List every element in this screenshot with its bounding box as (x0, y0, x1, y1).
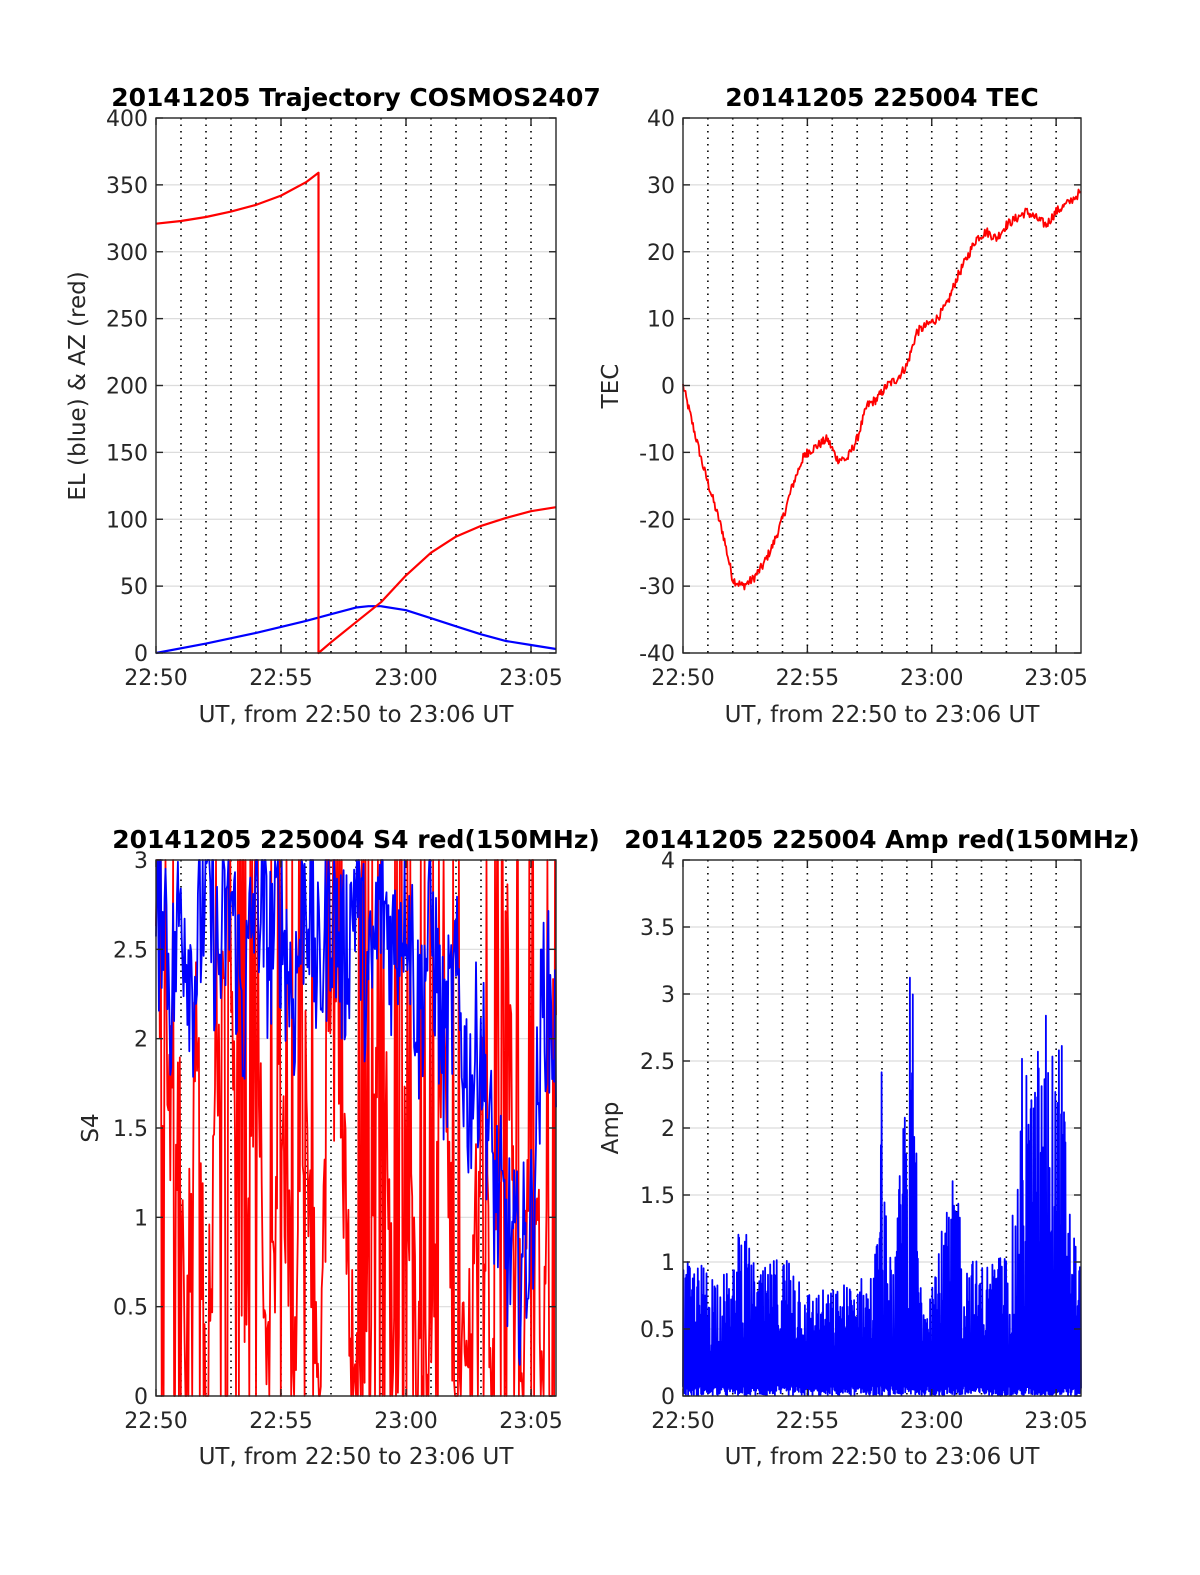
trajectory-xlabel: UT, from 22:50 to 23:06 UT (199, 702, 515, 728)
s4-ytick-label: 2.5 (113, 938, 148, 963)
trajectory-xtick-label: 23:00 (374, 666, 437, 691)
amp-ytick-label: 3.5 (640, 916, 675, 941)
amp-ylabel: Amp (598, 1102, 624, 1155)
tec-ytick-label: -30 (639, 575, 675, 600)
trajectory-series-2-line (155, 171, 557, 655)
s4-ytick-label: 1.5 (113, 1117, 148, 1142)
tec-xtick-label: 22:55 (776, 666, 839, 691)
amp-ytick-label: 1 (661, 1251, 675, 1276)
tec-ylabel: TEC (598, 364, 624, 410)
amp-xtick-label: 23:00 (900, 1409, 963, 1434)
amp-ytick-label: 0 (661, 1385, 675, 1410)
tec-xtick-label: 23:05 (1024, 666, 1087, 691)
trajectory-ytick-label: 50 (120, 575, 148, 600)
s4-xtick-label: 23:00 (374, 1409, 437, 1434)
s4-title: 20141205 225004 S4 red(150MHz) (112, 825, 600, 854)
tec-ytick-label: 0 (661, 375, 675, 400)
trajectory-series-1-line (155, 605, 557, 655)
tec-xlabel: UT, from 22:50 to 23:06 UT (725, 702, 1041, 728)
tec-ytick-label: -40 (639, 642, 675, 667)
trajectory-ytick-label: 0 (134, 642, 148, 667)
trajectory-ytick-label: 250 (106, 308, 148, 333)
amp-ytick-label: 3 (661, 983, 675, 1008)
trajectory-title: 20141205 Trajectory COSMOS2407 (111, 83, 601, 112)
amp-ytick-label: 0.5 (640, 1318, 675, 1343)
amp-title: 20141205 225004 Amp red(150MHz) (624, 825, 1140, 854)
s4-ytick-label: 3 (134, 849, 148, 874)
amp-ytick-label: 2.5 (640, 1050, 675, 1075)
amp-xtick-label: 23:05 (1024, 1409, 1087, 1434)
trajectory-xtick-label: 22:50 (124, 666, 187, 691)
tec-ytick-label: -20 (639, 508, 675, 533)
amp-xlabel: UT, from 22:50 to 23:06 UT (725, 1444, 1041, 1470)
s4-xtick-label: 22:50 (124, 1409, 187, 1434)
amp-ytick-label: 2 (661, 1117, 675, 1142)
trajectory-ytick-label: 200 (106, 375, 148, 400)
tec-series-1-line (682, 188, 1082, 591)
tec-ytick-label: -10 (639, 441, 675, 466)
amp-ytick-label: 1.5 (640, 1184, 675, 1209)
tec-ytick-label: 40 (647, 107, 675, 132)
tec-ytick-label: 10 (647, 308, 675, 333)
trajectory-xtick-label: 22:55 (249, 666, 312, 691)
trajectory-xtick-label: 23:05 (499, 666, 562, 691)
trajectory-ytick-label: 350 (106, 174, 148, 199)
s4-ytick-label: 0.5 (113, 1296, 148, 1321)
tec-ytick-label: 30 (647, 174, 675, 199)
amp-series-1-line (682, 976, 1082, 1397)
tec-xtick-label: 22:50 (651, 666, 714, 691)
amp-xtick-label: 22:55 (776, 1409, 839, 1434)
tec-ytick-label: 20 (647, 241, 675, 266)
s4-ytick-label: 0 (134, 1385, 148, 1410)
s4-xlabel: UT, from 22:50 to 23:06 UT (199, 1444, 515, 1470)
trajectory-ytick-label: 100 (106, 508, 148, 533)
trajectory-chart: 20141205 Trajectory COSMOS2407 22:50 22:5… (65, 83, 601, 728)
amp-xtick-label: 22:50 (651, 1409, 714, 1434)
s4-chart: 20141205 225004 S4 red(150MHz) 22:50 22:5… (78, 825, 600, 1470)
tec-xtick-label: 23:00 (900, 666, 963, 691)
amp-ytick-label: 4 (661, 849, 675, 874)
s4-xtick-label: 23:05 (499, 1409, 562, 1434)
tec-title: 20141205 225004 TEC (725, 83, 1038, 112)
trajectory-ytick-label: 400 (106, 107, 148, 132)
s4-xtick-label: 22:55 (249, 1409, 312, 1434)
s4-ytick-label: 1 (134, 1206, 148, 1231)
amp-chart: 20141205 225004 Amp red(150MHz) 22:50 22:… (598, 825, 1140, 1470)
trajectory-ytick-label: 300 (106, 241, 148, 266)
trajectory-ytick-label: 150 (106, 441, 148, 466)
tec-chart: 20141205 225004 TEC 22:50 22:55 23:00 23:05… (598, 83, 1088, 728)
trajectory-ylabel: EL (blue) & AZ (red) (65, 271, 91, 500)
s4-ylabel: S4 (78, 1113, 104, 1142)
s4-ytick-label: 2 (134, 1028, 148, 1053)
